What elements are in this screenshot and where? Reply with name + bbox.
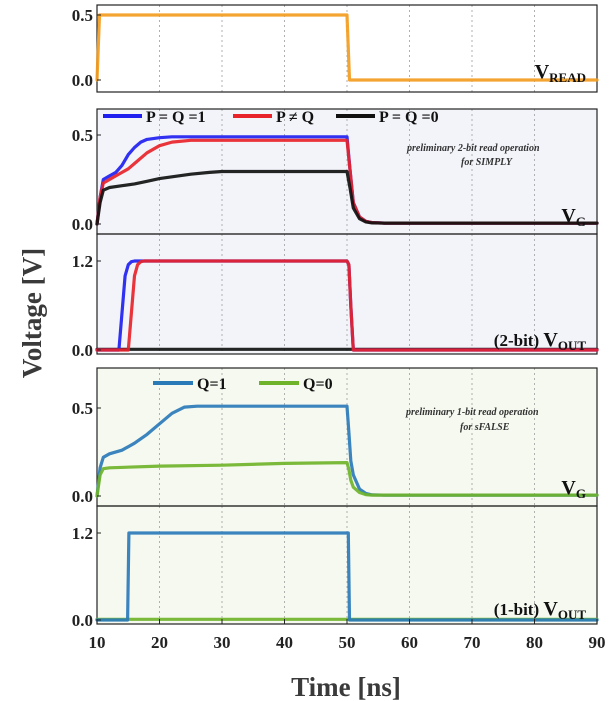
grid-lines: [159, 5, 535, 624]
x-tick-label: 10: [89, 633, 106, 652]
series-line-vg_1bit-q0: [95, 461, 599, 498]
legend-label-p-eq-q-1: P = Q =1: [146, 109, 206, 126]
legend-label-q1: Q=1: [197, 376, 227, 393]
annotation-2bit-line2: for SIMPLY: [461, 157, 513, 168]
series-line-vout_2bit-p_neq_q: [95, 259, 599, 352]
y-tick-label-vread: 0.5: [72, 6, 93, 25]
trace-label-sub: OUT: [558, 338, 587, 353]
y-tick-label-vout_1bit: 0.0: [72, 611, 93, 630]
x-tick-label: 70: [464, 633, 481, 652]
legend-2bit: P = Q =1 P ≠ Q P = Q =0: [103, 109, 439, 126]
annotation-1bit: preliminary 1-bit read operation for sFA…: [405, 407, 539, 433]
trace-label-main: V: [543, 329, 558, 351]
y-tick-label-vg_2bit: 0.0: [72, 215, 93, 234]
trace-label-sub: OUT: [558, 607, 587, 622]
series-layer: [95, 13, 599, 622]
trace-label-vg_2bit: VG: [561, 205, 586, 229]
x-tick-labels: 10 20 30 40 50 60 70 80 90: [89, 619, 606, 652]
trace-label-vread: VREAD: [535, 61, 586, 85]
annotation-2bit: preliminary 2-bit read operation for SIM…: [406, 143, 540, 168]
trace-label-main: V: [561, 205, 576, 227]
trace-label-prefix: (1-bit): [494, 600, 544, 619]
trace-label-sub: READ: [549, 70, 586, 85]
y-tick-label-vout_2bit: 1.2: [72, 252, 93, 271]
y-tick-label-vg_2bit: 0.5: [72, 126, 93, 145]
trace-label-main: V: [561, 477, 576, 499]
annotation-2bit-line1: preliminary 2-bit read operation: [406, 143, 540, 154]
legend-label-p-eq-q-0: P = Q =0: [379, 109, 439, 126]
annotation-1bit-line1: preliminary 1-bit read operation: [405, 407, 539, 418]
legend-label-q0: Q=0: [303, 376, 333, 393]
trace-label-prefix: (2-bit): [494, 331, 544, 350]
series-line-vg_2bit-p_eq_q_0: [95, 169, 599, 226]
trace-label-main: V: [535, 61, 550, 83]
trace-label-vout_1bit: (1-bit) VOUT: [494, 598, 587, 622]
y-tick-labels: 0.5 0.0 0.5 0.0 1.2 0.0 0.5 0.0 1.2 0.0: [72, 6, 101, 630]
x-tick-label: 20: [151, 633, 168, 652]
y-tick-label-vread: 0.0: [72, 71, 93, 90]
trace-label-vout_2bit: (2-bit) VOUT: [494, 329, 587, 353]
trace-label-main: V: [543, 598, 558, 620]
y-tick-label-vg_1bit: 0.5: [72, 399, 93, 418]
x-tick-label: 50: [339, 633, 356, 652]
trace-label-sub: G: [576, 214, 586, 229]
y-tick-label-vg_1bit: 0.0: [72, 487, 93, 506]
annotation-1bit-line2: for sFALSE: [460, 422, 510, 433]
x-axis-label: Time [ns]: [291, 672, 401, 701]
trace-label-sub: G: [576, 486, 586, 501]
x-tick-label: 90: [589, 633, 606, 652]
legend-1bit: Q=1 Q=0: [153, 376, 333, 393]
panel-frame-vout-2bit: [96, 233, 598, 355]
x-tick-label: 30: [214, 633, 231, 652]
y-tick-label-vout_1bit: 1.2: [72, 524, 93, 543]
series-line-vout_1bit-q1: [95, 531, 599, 622]
x-tick-label: 40: [276, 633, 293, 652]
y-tick-label-vout_2bit: 0.0: [72, 341, 93, 360]
series-line-vread-vread: [95, 13, 599, 82]
y-axis-label: Voltage [V]: [17, 248, 47, 378]
x-tick-label: 60: [401, 633, 418, 652]
trace-label-vg_1bit: VG: [561, 477, 586, 501]
x-tick-label: 80: [526, 633, 543, 652]
legend-label-p-neq-q: P ≠ Q: [276, 109, 314, 126]
